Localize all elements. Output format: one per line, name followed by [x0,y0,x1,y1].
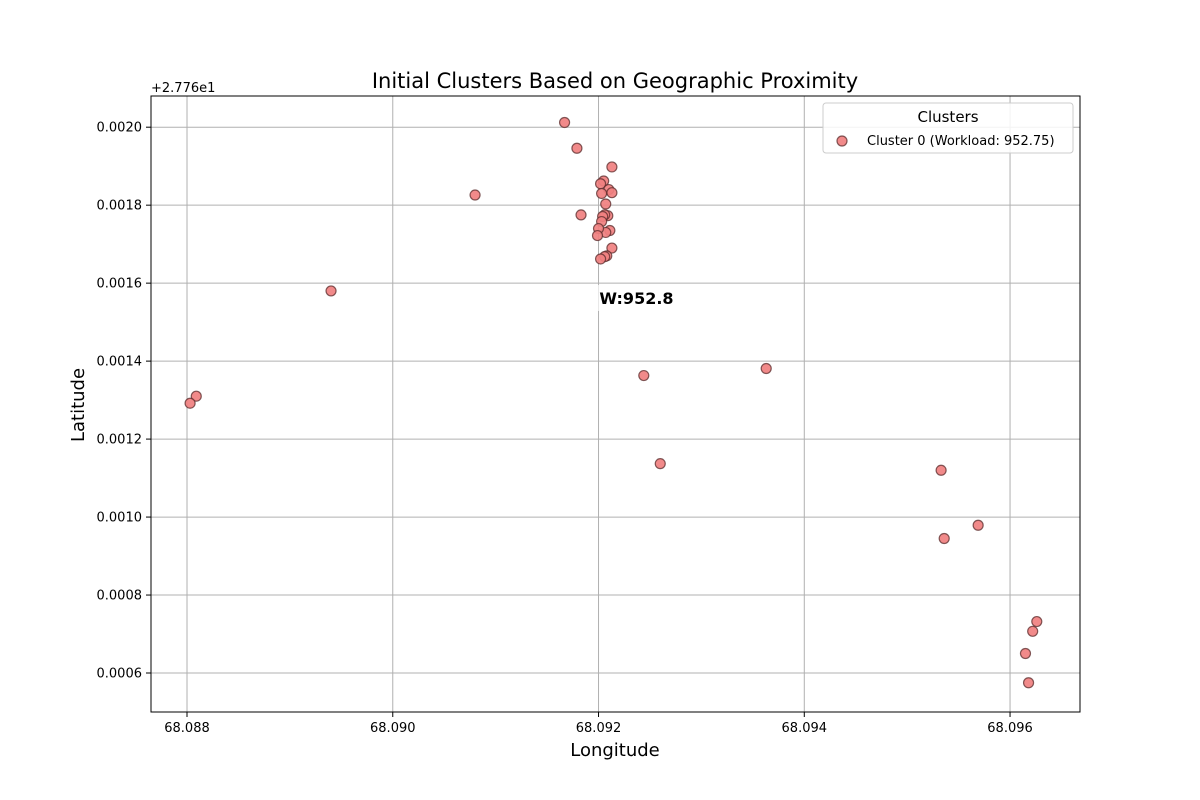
x-axis-ticks: 68.088 68.090 68.092 68.094 68.096 [164,712,1033,736]
y-tick-label: 0.0018 [97,199,143,214]
x-tick-label: 68.094 [782,721,828,736]
legend-title: Clusters [917,108,978,126]
data-point [606,161,618,173]
x-tick-label: 68.088 [164,721,210,736]
x-tick-label: 68.092 [576,721,622,736]
data-point [325,285,337,297]
y-tick-label: 0.0014 [97,355,143,370]
data-point [972,519,984,531]
data-points [184,116,1043,689]
y-tick-label: 0.0016 [97,277,143,292]
data-point [1022,677,1035,689]
data-point [654,458,666,470]
x-tick-label: 68.096 [987,721,1033,736]
y-tick-label: 0.0006 [97,667,143,682]
chart-title: Initial Clusters Based on Geographic Pro… [372,69,858,93]
legend-marker [836,135,848,147]
legend-box [822,102,1074,154]
data-point [558,116,571,129]
data-point [184,397,196,409]
data-point [591,229,604,242]
data-point [575,209,587,221]
y-tick-label: 0.0012 [97,433,143,448]
data-point [1019,647,1032,660]
data-point [596,187,608,200]
data-point [594,253,607,265]
plot-area-frame [150,95,1081,713]
y-tick-label: 0.0010 [97,511,143,526]
data-point [938,532,950,545]
y-tick-label: 0.0008 [97,589,143,604]
annotations: W:952.8 [592,284,681,311]
y-axis-label: Latitude [68,368,89,442]
data-point [760,362,772,375]
x-tick-label: 68.090 [370,721,416,736]
data-point [469,189,481,201]
data-point [638,369,650,382]
annotation-background [592,284,681,311]
data-point [606,187,618,199]
data-point [571,142,583,154]
y-tick-label: 0.0020 [97,121,143,136]
data-point [935,464,947,476]
y-axis-offset-label: +2.776e1 [151,81,215,96]
workload-annotation: W:952.8 [599,289,673,308]
data-point [1031,615,1043,628]
legend-entry-label: Cluster 0 (Workload: 952.75) [867,134,1055,149]
y-axis-ticks: 0.0006 0.0008 0.0010 0.0012 0.0014 0.0016 0.00… [97,121,151,682]
x-axis-label: Longitude [570,740,660,761]
data-point [1027,625,1039,637]
data-point [600,198,612,210]
data-point [190,390,202,402]
data-point [606,242,618,254]
legend: Clusters Cluster 0 (Workload: 952.75) [822,102,1074,154]
